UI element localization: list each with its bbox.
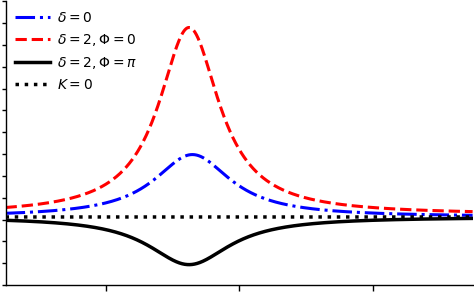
$\delta=2,\Phi=0$	[27, 204, 32, 207]
$\delta=0$	[470, 213, 474, 217]
Line: $\delta=2,\Phi=0$: $\delta=2,\Phi=0$	[6, 27, 473, 212]
$K=0$	[3, 215, 9, 219]
$K=0$	[456, 215, 462, 219]
$\delta=2,\Phi=\pi$	[3, 218, 9, 222]
$\delta=2,\Phi=0$	[230, 136, 236, 139]
$\delta=0$	[456, 213, 462, 217]
$\delta=2,\Phi=\pi$	[456, 217, 462, 220]
$\delta=2,\Phi=0$	[470, 210, 474, 213]
$\delta=0$	[218, 169, 223, 173]
$\delta=0$	[230, 180, 236, 183]
$\delta=2,\Phi=\pi$	[470, 217, 474, 220]
$\delta=0$	[456, 213, 462, 217]
Line: $\delta=2,\Phi=\pi$: $\delta=2,\Phi=\pi$	[6, 218, 473, 265]
$\delta=2,\Phi=0$	[186, 26, 192, 29]
$\delta=0$	[190, 153, 195, 156]
$K=0$	[230, 215, 236, 219]
$\delta=2,\Phi=\pi$	[27, 220, 32, 223]
$\delta=2,\Phi=0$	[218, 105, 223, 109]
$\delta=2,\Phi=\pi$	[230, 242, 236, 246]
$\delta=2,\Phi=\pi$	[456, 217, 462, 220]
$\delta=2,\Phi=0$	[3, 206, 9, 209]
$\delta=2,\Phi=0$	[456, 210, 462, 213]
$\delta=2,\Phi=0$	[371, 206, 376, 209]
$\delta=2,\Phi=\pi$	[186, 263, 192, 266]
$\delta=2,\Phi=\pi$	[218, 249, 223, 253]
$K=0$	[218, 215, 223, 219]
$\delta=2,\Phi=0$	[456, 210, 462, 213]
$\delta=2,\Phi=\pi$	[371, 218, 376, 222]
Legend: $\delta=0$, $\delta=2,\Phi=0$, $\delta=2,\Phi=\pi$, $K=0$: $\delta=0$, $\delta=2,\Phi=0$, $\delta=2…	[12, 8, 140, 95]
$K=0$	[456, 215, 462, 219]
$\delta=0$	[371, 211, 376, 215]
$K=0$	[27, 215, 32, 219]
$K=0$	[371, 215, 376, 219]
$\delta=0$	[3, 211, 9, 215]
Line: $\delta=0$: $\delta=0$	[6, 154, 473, 215]
$\delta=0$	[27, 211, 32, 214]
$K=0$	[470, 215, 474, 219]
